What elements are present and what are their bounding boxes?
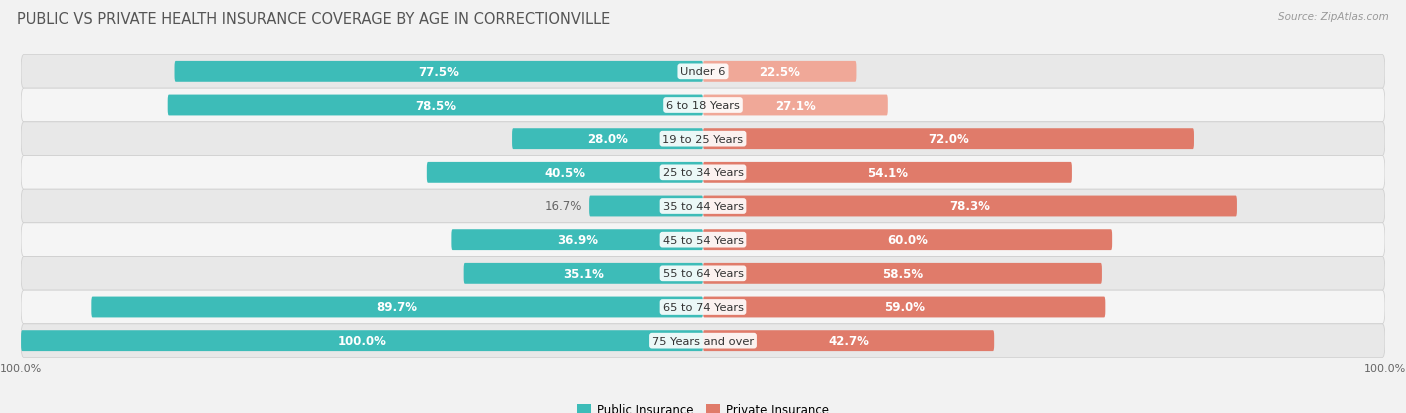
- Text: 27.1%: 27.1%: [775, 99, 815, 112]
- Text: Source: ZipAtlas.com: Source: ZipAtlas.com: [1278, 12, 1389, 22]
- Text: 45 to 54 Years: 45 to 54 Years: [662, 235, 744, 245]
- Text: 100.0%: 100.0%: [337, 335, 387, 347]
- FancyBboxPatch shape: [512, 129, 703, 150]
- Text: 75 Years and over: 75 Years and over: [652, 336, 754, 346]
- FancyBboxPatch shape: [21, 123, 1385, 156]
- FancyBboxPatch shape: [427, 162, 703, 183]
- FancyBboxPatch shape: [703, 263, 1102, 284]
- FancyBboxPatch shape: [21, 257, 1385, 290]
- Text: 19 to 25 Years: 19 to 25 Years: [662, 134, 744, 144]
- FancyBboxPatch shape: [703, 95, 887, 116]
- FancyBboxPatch shape: [21, 190, 1385, 223]
- FancyBboxPatch shape: [451, 230, 703, 251]
- Text: Under 6: Under 6: [681, 67, 725, 77]
- Text: 42.7%: 42.7%: [828, 335, 869, 347]
- Text: 28.0%: 28.0%: [588, 133, 628, 146]
- Text: 6 to 18 Years: 6 to 18 Years: [666, 101, 740, 111]
- Text: 78.3%: 78.3%: [949, 200, 990, 213]
- FancyBboxPatch shape: [21, 156, 1385, 190]
- Text: 16.7%: 16.7%: [546, 200, 582, 213]
- FancyBboxPatch shape: [91, 297, 703, 318]
- FancyBboxPatch shape: [703, 162, 1071, 183]
- Text: 22.5%: 22.5%: [759, 66, 800, 78]
- FancyBboxPatch shape: [589, 196, 703, 217]
- Text: 60.0%: 60.0%: [887, 234, 928, 247]
- Text: 58.5%: 58.5%: [882, 267, 922, 280]
- Text: 54.1%: 54.1%: [868, 166, 908, 179]
- FancyBboxPatch shape: [703, 196, 1237, 217]
- FancyBboxPatch shape: [167, 95, 703, 116]
- FancyBboxPatch shape: [703, 297, 1105, 318]
- FancyBboxPatch shape: [703, 230, 1112, 251]
- Text: 59.0%: 59.0%: [883, 301, 925, 314]
- Text: 65 to 74 Years: 65 to 74 Years: [662, 302, 744, 312]
- FancyBboxPatch shape: [21, 290, 1385, 324]
- Text: 77.5%: 77.5%: [419, 66, 460, 78]
- FancyBboxPatch shape: [703, 62, 856, 83]
- Text: 78.5%: 78.5%: [415, 99, 456, 112]
- Text: 55 to 64 Years: 55 to 64 Years: [662, 269, 744, 279]
- Text: 35 to 44 Years: 35 to 44 Years: [662, 202, 744, 211]
- FancyBboxPatch shape: [174, 62, 703, 83]
- FancyBboxPatch shape: [21, 55, 1385, 89]
- Text: 25 to 34 Years: 25 to 34 Years: [662, 168, 744, 178]
- Text: 89.7%: 89.7%: [377, 301, 418, 314]
- FancyBboxPatch shape: [21, 324, 1385, 358]
- FancyBboxPatch shape: [464, 263, 703, 284]
- FancyBboxPatch shape: [21, 330, 703, 351]
- Text: PUBLIC VS PRIVATE HEALTH INSURANCE COVERAGE BY AGE IN CORRECTIONVILLE: PUBLIC VS PRIVATE HEALTH INSURANCE COVER…: [17, 12, 610, 27]
- FancyBboxPatch shape: [21, 89, 1385, 123]
- Legend: Public Insurance, Private Insurance: Public Insurance, Private Insurance: [572, 398, 834, 413]
- FancyBboxPatch shape: [21, 223, 1385, 257]
- Text: 36.9%: 36.9%: [557, 234, 598, 247]
- Text: 35.1%: 35.1%: [562, 267, 603, 280]
- FancyBboxPatch shape: [703, 330, 994, 351]
- FancyBboxPatch shape: [703, 129, 1194, 150]
- Text: 72.0%: 72.0%: [928, 133, 969, 146]
- Text: 40.5%: 40.5%: [544, 166, 585, 179]
